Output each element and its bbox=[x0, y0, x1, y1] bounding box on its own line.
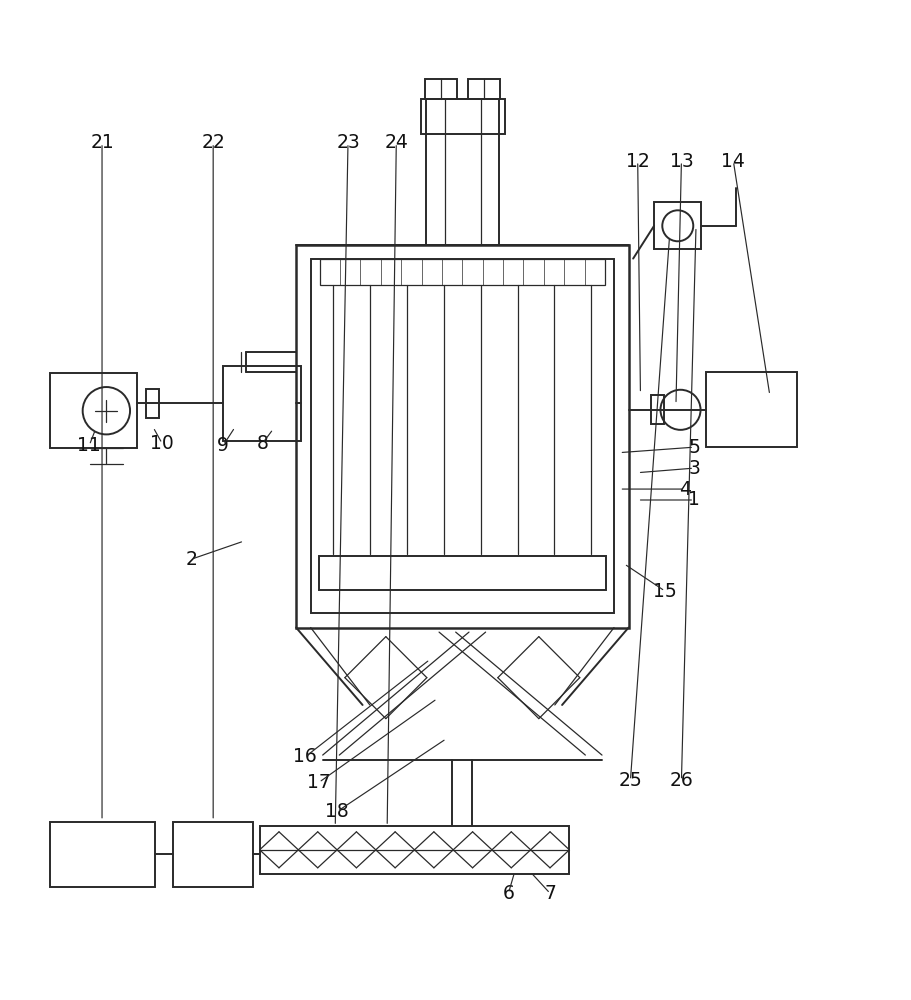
Text: 11: 11 bbox=[77, 436, 101, 455]
Text: 25: 25 bbox=[619, 771, 642, 790]
Bar bbox=[421, 99, 505, 134]
Text: 18: 18 bbox=[325, 802, 349, 821]
Bar bbox=[311, 259, 614, 613]
Bar bbox=[50, 822, 155, 887]
Bar bbox=[425, 79, 457, 99]
Text: 21: 21 bbox=[90, 133, 114, 152]
Text: 15: 15 bbox=[653, 582, 677, 601]
Bar bbox=[296, 245, 629, 628]
Text: 2: 2 bbox=[185, 550, 198, 569]
Text: 8: 8 bbox=[256, 434, 269, 453]
Bar bbox=[468, 79, 500, 99]
Text: 26: 26 bbox=[670, 771, 693, 790]
Bar bbox=[173, 822, 253, 887]
Text: 14: 14 bbox=[722, 152, 745, 171]
Bar bbox=[426, 99, 499, 245]
Bar bbox=[260, 826, 569, 874]
Text: 3: 3 bbox=[688, 459, 701, 478]
Text: 9: 9 bbox=[217, 436, 230, 455]
Text: 23: 23 bbox=[336, 133, 360, 152]
Text: 24: 24 bbox=[384, 133, 408, 152]
Bar bbox=[654, 202, 701, 249]
Bar bbox=[223, 366, 301, 441]
Text: 10: 10 bbox=[150, 434, 174, 453]
Bar bbox=[146, 389, 159, 418]
Bar bbox=[706, 372, 797, 447]
Text: 5: 5 bbox=[688, 438, 701, 457]
Text: 17: 17 bbox=[307, 773, 331, 792]
Text: 22: 22 bbox=[201, 133, 225, 152]
Text: 1: 1 bbox=[688, 490, 701, 509]
Text: 13: 13 bbox=[670, 152, 693, 171]
Bar bbox=[651, 395, 664, 424]
Bar bbox=[320, 259, 605, 285]
Text: 4: 4 bbox=[679, 480, 691, 499]
Text: 7: 7 bbox=[544, 884, 557, 903]
Text: 12: 12 bbox=[626, 152, 650, 171]
Bar bbox=[319, 556, 606, 590]
Bar bbox=[50, 373, 137, 448]
Text: 6: 6 bbox=[502, 884, 515, 903]
Text: 16: 16 bbox=[293, 747, 317, 766]
